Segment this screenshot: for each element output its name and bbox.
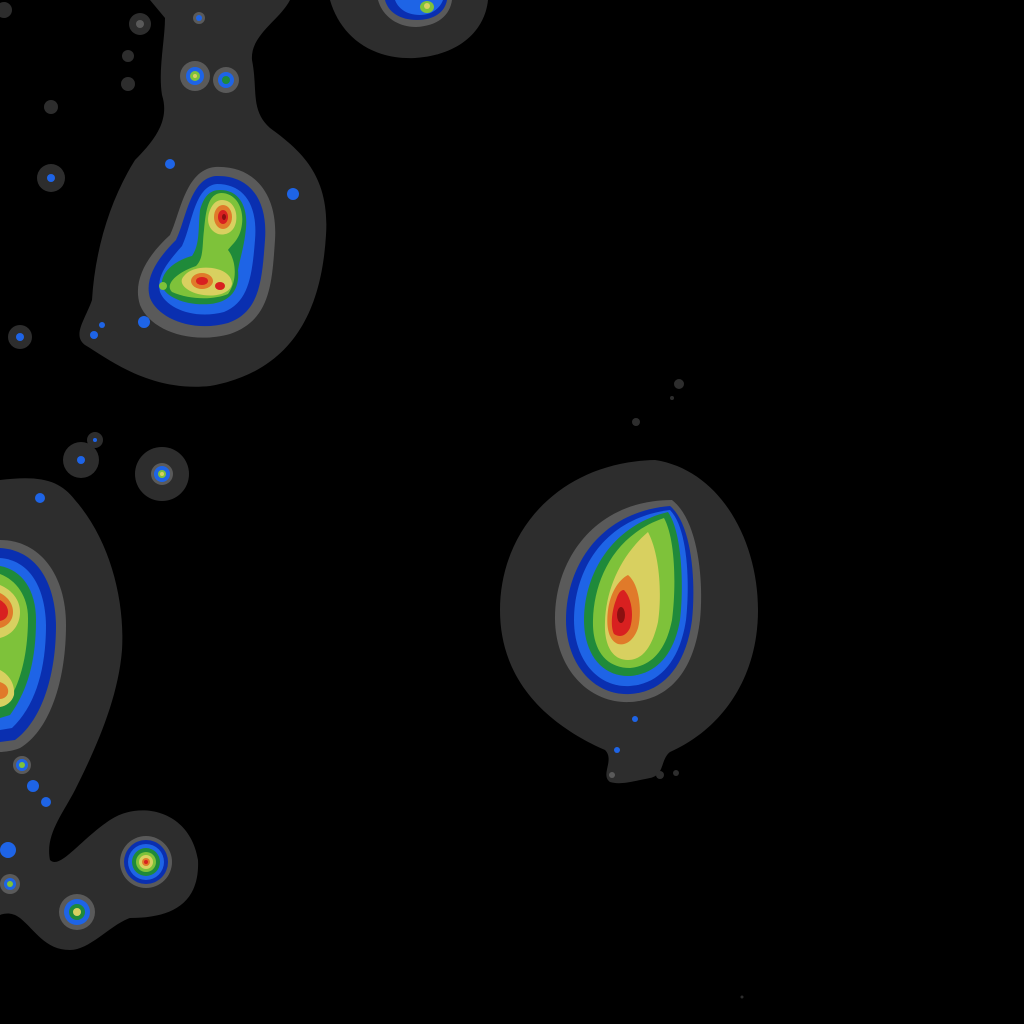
source-144-322 (138, 316, 150, 328)
cluster-top-left-peak-c-red (215, 282, 225, 290)
cluster-right (500, 379, 758, 999)
bl-source-8-850 (0, 842, 16, 858)
bl-source-10-884-green (7, 881, 13, 887)
cluster-right-speck-6 (609, 772, 615, 778)
cluster-right-speck-1 (674, 379, 684, 389)
cluster-top-left-peak-a-core (222, 214, 226, 220)
source-293-194 (287, 188, 299, 200)
cluster-right-core (617, 607, 625, 623)
cluster-right-speck-4 (632, 716, 638, 722)
bl-source-46-802 (41, 797, 51, 807)
source-102-325 (99, 322, 105, 328)
top-left-small-sources (0, 2, 299, 349)
source-128-56 (122, 50, 134, 62)
bl-source-162-474-core (160, 472, 164, 476)
source-20-337-blue (16, 333, 24, 341)
bl-source-95-440-blue (93, 438, 97, 442)
bl-source-22-765-green (19, 762, 25, 768)
cluster-bottom-left-level-red (0, 600, 8, 621)
cluster-right-speck-8 (673, 770, 679, 776)
source-51-107 (44, 100, 58, 114)
source-76-core (193, 74, 197, 78)
cluster-top-left-spot-green (159, 282, 167, 290)
cluster-top-edge-yellow (424, 3, 430, 9)
source-51-178-blue (47, 174, 55, 182)
bl-source-77-912-yellow (73, 908, 81, 916)
cluster-right-speck-3 (670, 396, 674, 400)
source-94-335 (90, 331, 98, 339)
bl-source-40-498 (35, 493, 45, 503)
source-80-green (222, 76, 230, 84)
source-170-164 (165, 159, 175, 169)
cluster-top-left (79, 0, 327, 387)
source-4-10 (0, 2, 12, 18)
cluster-top-left-peak-b-red (196, 277, 208, 285)
source-140-24-inner (136, 20, 144, 28)
cluster-bottom-left-level-orange-b (0, 682, 9, 699)
cluster-bottom-left (0, 432, 199, 950)
cluster-right-speck-2 (632, 418, 640, 426)
cluster-right-speck-7 (656, 771, 664, 779)
source-18-blue (196, 15, 202, 21)
cluster-top-edge (330, 0, 488, 59)
bl-source-33-786 (27, 780, 39, 792)
cluster-top-edge-outer-halo (330, 0, 488, 59)
cluster-right-speck-5 (614, 747, 620, 753)
cluster-right-speck-9 (740, 995, 744, 999)
bl-source-81-460-blue (77, 456, 85, 464)
bl-source-146-862-red (144, 860, 148, 864)
source-128-84 (121, 77, 135, 91)
